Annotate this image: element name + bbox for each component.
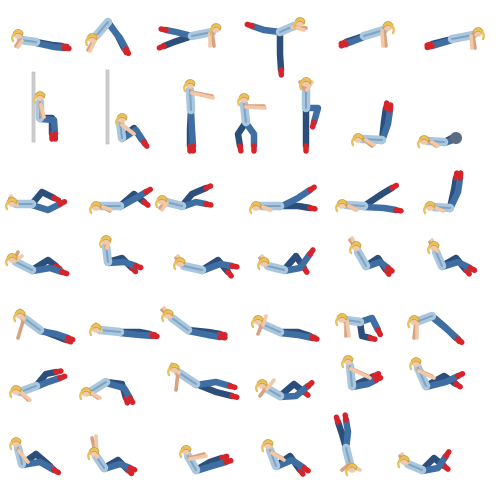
exercise-figure-side-forearm-plank <box>251 314 320 342</box>
exercise-figure-wall-sit <box>33 91 59 142</box>
exercise-figure-crunch-sit-up <box>261 439 311 477</box>
exercise-figure-supine-knees-bent <box>89 186 154 215</box>
exercise-figure-supine-bicycle <box>5 188 68 214</box>
exercise-figure-seated-knee-tuck <box>409 357 466 391</box>
exercise-figure-supine-ball <box>417 132 462 149</box>
exercise-figure-side-lying-curl <box>89 322 160 340</box>
exercise-figure-side-plank-leg-up <box>167 362 240 400</box>
exercise-figure-glute-bridge <box>79 377 136 406</box>
exercise-figure-v-up-reach <box>87 434 138 477</box>
exercise-figure-lying-prone-arch <box>11 29 72 52</box>
wall-2 <box>105 69 110 145</box>
exercise-figure-reverse-crunch <box>9 368 68 402</box>
exercise-figure-quadruped-leg-lift <box>335 313 383 342</box>
exercise-figure-crunch-left <box>5 250 70 277</box>
exercise-figure-side-lying-knee-tuck <box>255 378 315 401</box>
exercise-figure-side-plank-high <box>13 308 76 345</box>
exercise-figure-high-plank-low <box>424 27 485 51</box>
exercise-figure-standing-knee-raise <box>298 77 322 154</box>
exercise-figure-crunch-hands-head <box>173 254 240 279</box>
exercise-figure-squat-arms-forward <box>234 93 267 154</box>
exercise-figure-wall-sit-floor <box>115 113 150 149</box>
exercise-figure-downward-dog <box>85 17 132 57</box>
exercise-figure-seated-v-sit <box>348 236 395 277</box>
exercise-figure-seated-lean-back <box>427 238 478 277</box>
exercise-figure-supine-leg-kick <box>155 183 214 212</box>
exercise-figure-high-plank <box>338 21 395 49</box>
exercise-figure-boat-pose <box>179 445 234 475</box>
exercise-figure-seated-knees-hug <box>99 235 144 275</box>
exercise-figure-standing-arms-forward <box>183 79 215 154</box>
exercise-figure-plank-leg-raise <box>156 23 222 51</box>
exercise-figure-bicycle-crunch-floor <box>397 449 452 475</box>
exercise-figure-supine-single-leg-raise <box>249 184 318 215</box>
exercise-figure-candlestick <box>333 412 362 477</box>
exercise-figure-crunch-twist <box>257 247 316 275</box>
exercise-figure-pike-plank <box>407 311 465 346</box>
exercise-figure-side-lying-hand-head <box>160 306 228 341</box>
exercise-figure-seated-rest <box>9 437 62 476</box>
exercise-figure-standing-arabesque <box>244 17 308 78</box>
wall-1 <box>31 71 36 143</box>
exercise-figure-seated-reach-toes <box>341 355 384 391</box>
exercise-figure-supine-legs-up <box>351 100 394 148</box>
exercise-figure-supine-scissor <box>335 182 404 214</box>
exercise-figure-supine-legs-vertical <box>423 170 464 215</box>
